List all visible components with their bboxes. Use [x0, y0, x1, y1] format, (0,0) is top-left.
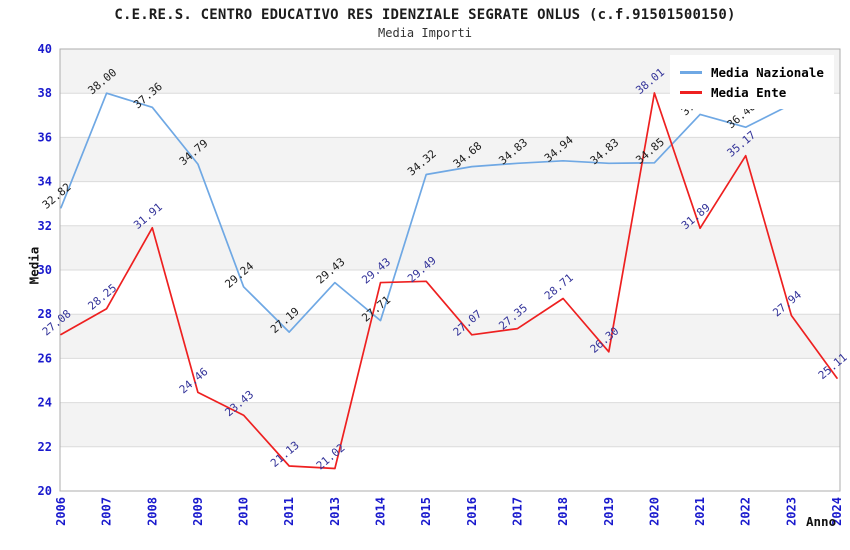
x-tick-label: 2013	[328, 497, 342, 526]
y-tick-label: 26	[38, 351, 52, 365]
y-tick-label: 30	[38, 263, 52, 277]
x-tick-label: 2016	[465, 497, 479, 526]
x-tick-label: 2014	[374, 497, 388, 526]
chart-subtitle: Media Importi	[378, 26, 472, 40]
y-tick-label: 24	[38, 396, 52, 410]
x-tick-label: 2007	[100, 497, 114, 526]
x-tick-label: 2023	[784, 497, 798, 526]
x-tick-label: 2011	[282, 497, 296, 526]
y-tick-label: 40	[38, 42, 52, 56]
series-line-media-nazionale	[60, 92, 793, 333]
y-tick-label: 20	[38, 484, 52, 498]
x-tick-label: 2020	[647, 497, 661, 526]
y-tick-label: 38	[38, 86, 52, 100]
media-ente-line-swatch-icon	[680, 90, 702, 94]
x-tick-label: 2018	[556, 497, 570, 526]
chart-title: C.E.RE.S. CENTRO EDUCATIVO RES IDENZIALE…	[114, 7, 736, 23]
x-tick-label: 2022	[739, 497, 753, 526]
chart-legend: Media Nazionale Media Ente	[670, 55, 834, 109]
x-tick-label: 2010	[237, 497, 251, 526]
y-tick-label: 22	[38, 440, 52, 454]
y-tick-label: 28	[38, 307, 52, 321]
y-tick-label: 34	[38, 175, 52, 189]
x-tick-label: 2009	[191, 497, 205, 526]
legend-label: Media Nazionale	[711, 64, 824, 80]
x-axis-title: Anno	[806, 514, 837, 529]
legend-label: Media Ente	[711, 84, 787, 100]
x-tick-label: 2024	[830, 497, 844, 526]
y-tick-label: 32	[38, 219, 52, 233]
x-tick-label: 2021	[693, 497, 707, 526]
x-tick-label: 2019	[602, 497, 616, 526]
media-nazionale-line-swatch-icon	[680, 70, 702, 74]
y-tick-labels: 20 22 24 26 28 30 32 34 36 38 40	[38, 42, 52, 498]
x-tick-label: 2006	[54, 497, 68, 526]
legend-item-media-nazionale: Media Nazionale	[680, 62, 824, 82]
plot-border	[59, 48, 841, 492]
legend-item-media-ente: Media Ente	[680, 82, 824, 102]
x-tick-label: 2015	[419, 497, 433, 526]
x-tick-label: 2017	[510, 497, 524, 526]
x-tick-labels: 2006 2007 2008 2009 2010 2011 2013 2014 2015 2016…	[54, 497, 844, 526]
x-tick-label: 2008	[145, 497, 159, 526]
y-tick-label: 36	[38, 130, 52, 144]
series-line-media-ente	[60, 92, 838, 470]
y-axis-title: Media	[26, 246, 42, 285]
